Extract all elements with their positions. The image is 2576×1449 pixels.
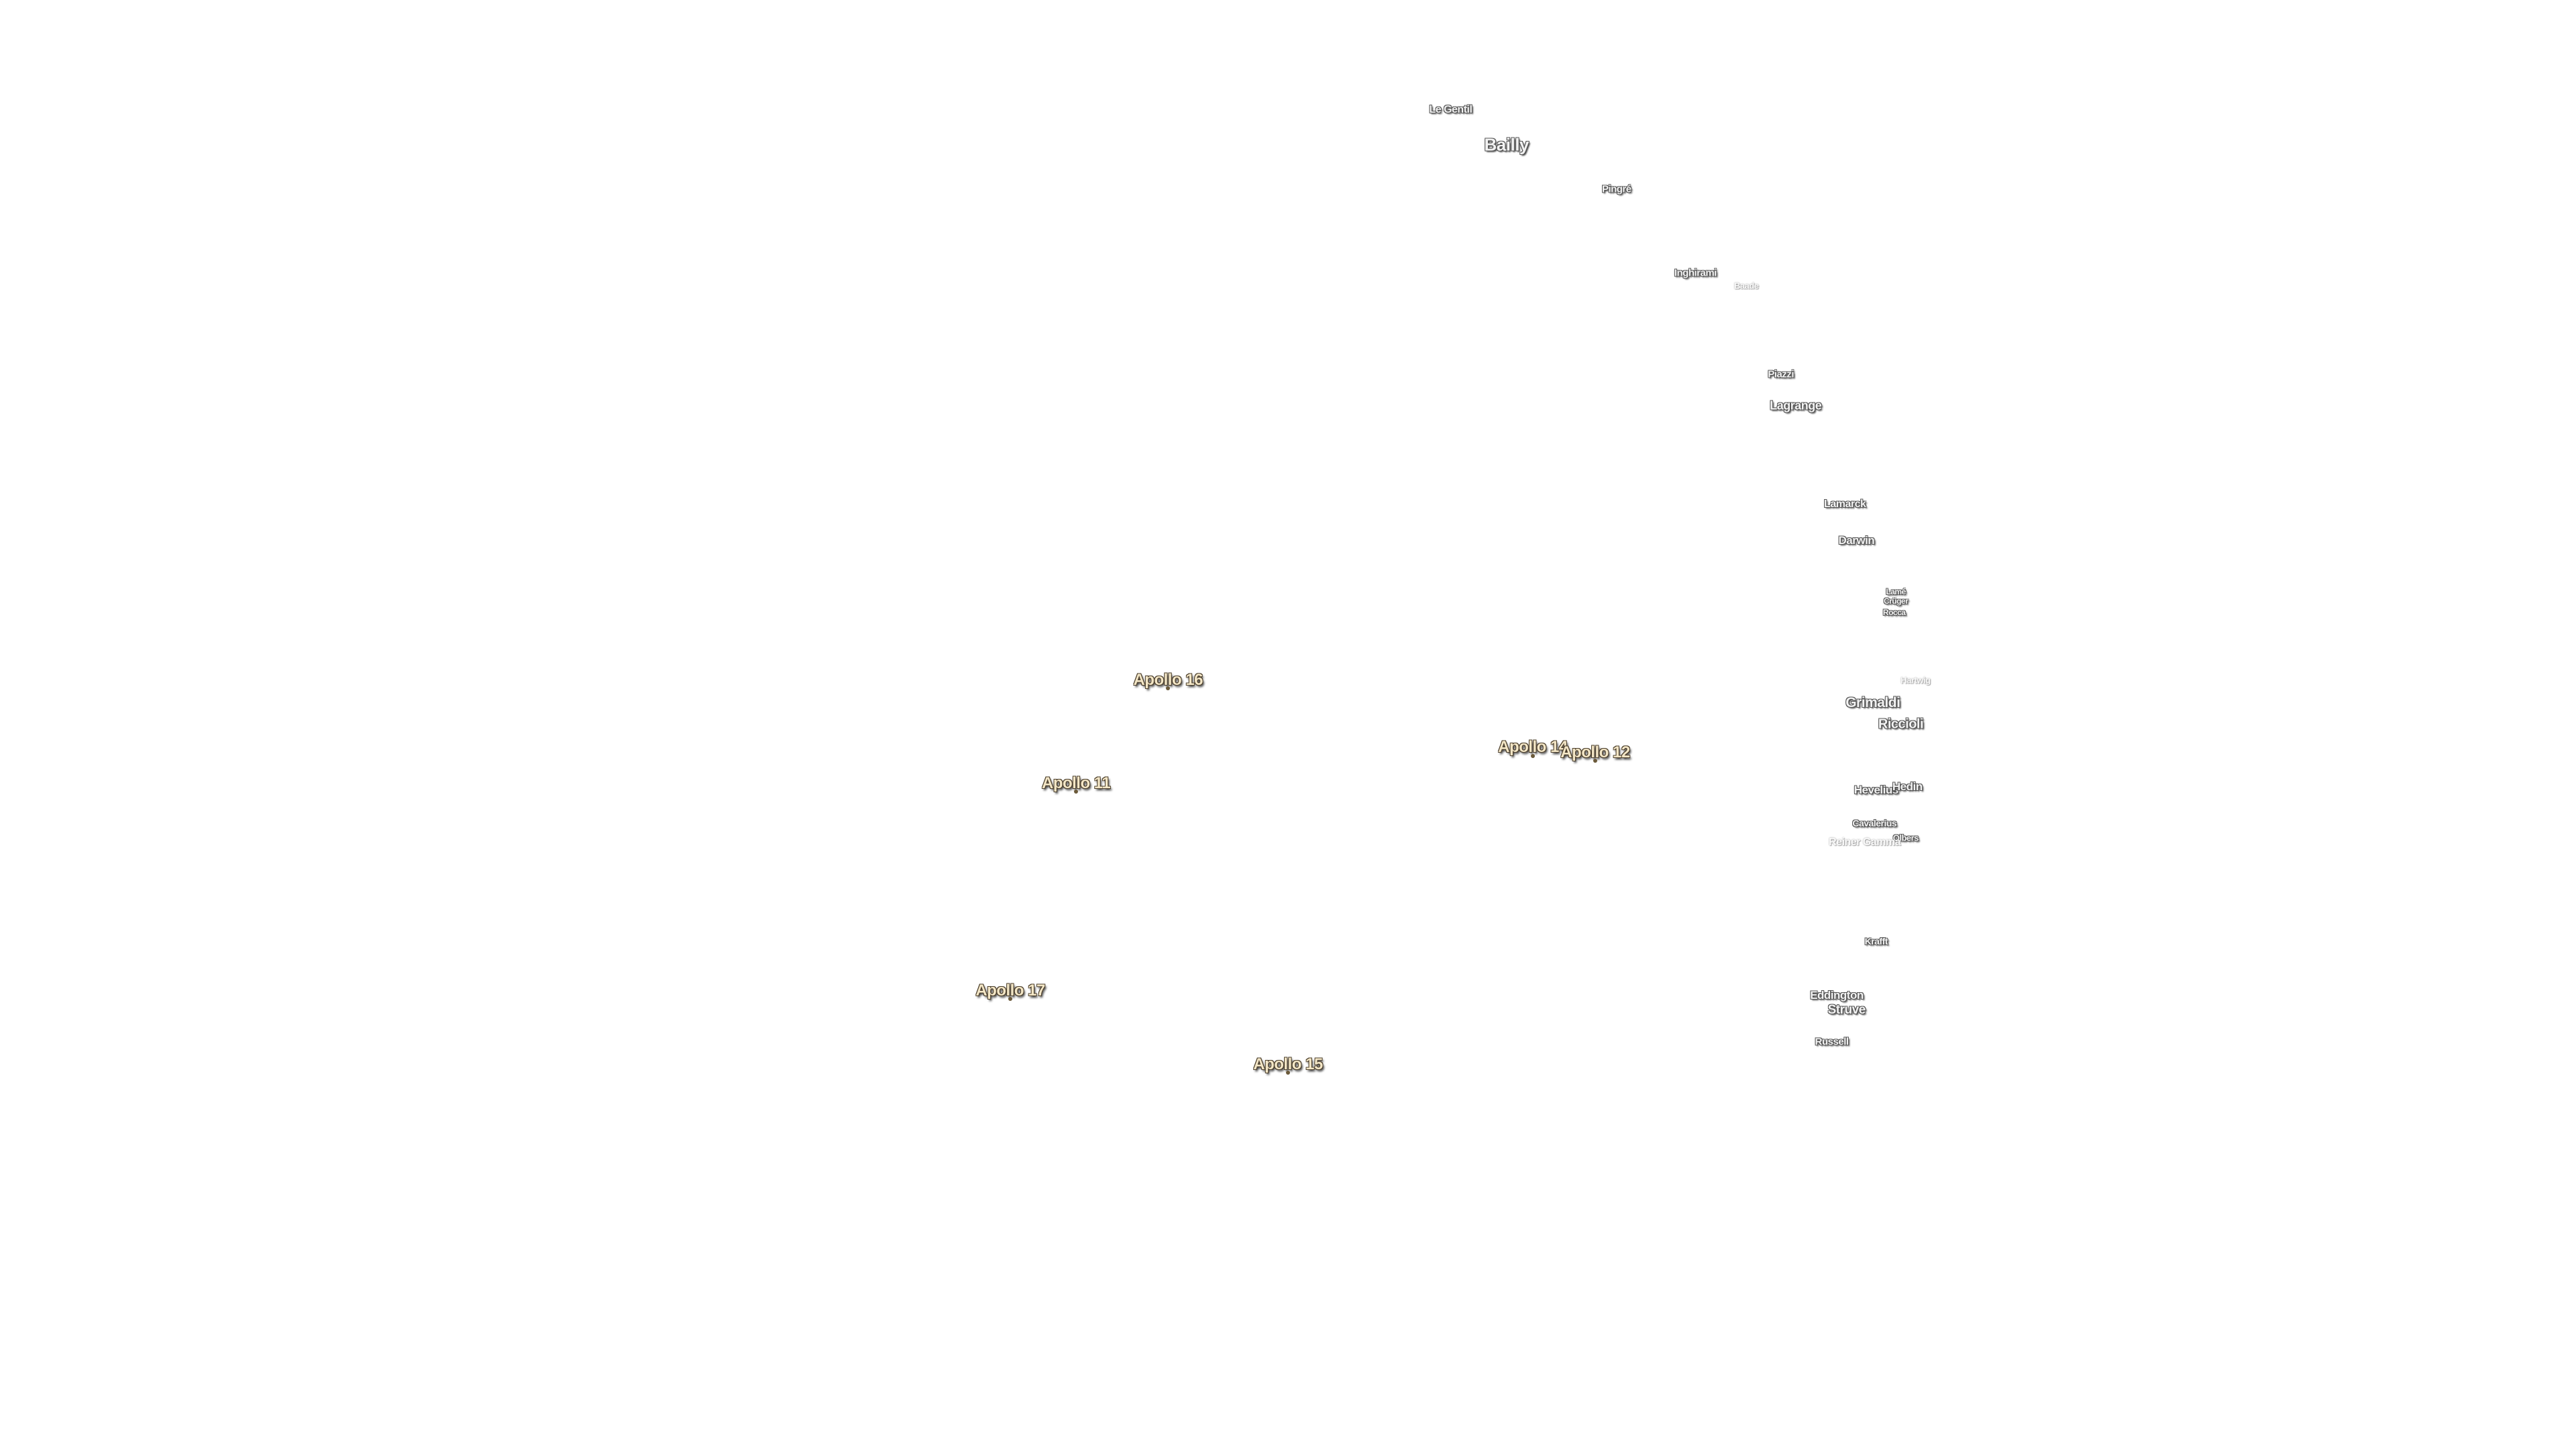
feature-label: Lamé xyxy=(1886,586,1906,596)
feature-label: Bailly xyxy=(1484,134,1529,154)
feature-label: Reiner Gamma xyxy=(1829,837,1901,849)
feature-label: Rocca xyxy=(1882,608,1906,618)
landing-site-marker xyxy=(1530,753,1535,758)
feature-label: Olbers xyxy=(1892,833,1919,843)
landing-site-label: Apollo 11 xyxy=(1041,774,1111,793)
feature-label: Pingré xyxy=(1601,183,1631,195)
feature-label: Le Gentil xyxy=(1429,104,1472,116)
landing-site-marker xyxy=(1074,790,1079,794)
feature-label: Piazzi xyxy=(1768,368,1794,380)
feature-label: Struve xyxy=(1827,1003,1866,1018)
feature-label: Hedin xyxy=(1892,780,1923,794)
feature-label: Baade xyxy=(1733,280,1759,291)
landing-site-label: Apollo 15 xyxy=(1253,1055,1323,1073)
feature-label: Grimaldi xyxy=(1845,695,1900,711)
feature-label: Lagrange xyxy=(1770,398,1822,413)
landing-site-label: Apollo 12 xyxy=(1560,743,1630,761)
feature-label: Darwin xyxy=(1838,533,1875,547)
feature-label: Crüger xyxy=(1883,596,1909,606)
landing-site-marker xyxy=(1286,1071,1290,1075)
feature-label: Inghirami xyxy=(1674,267,1717,279)
feature-label: Russell xyxy=(1815,1036,1849,1048)
landing-site-marker xyxy=(1166,686,1171,691)
feature-label: Hevelius xyxy=(1854,783,1898,796)
landing-site-marker xyxy=(1008,996,1013,1001)
landing-site-label: Apollo 14 xyxy=(1498,738,1568,757)
feature-label: Lamarck xyxy=(1824,498,1866,510)
feature-label: Cavalerius xyxy=(1852,817,1897,828)
feature-label: Eddington xyxy=(1810,989,1864,1002)
feature-label: Krafft xyxy=(1864,936,1888,947)
landing-site-label: Apollo 17 xyxy=(975,981,1045,1000)
landing-site-marker xyxy=(1593,758,1597,763)
feature-label: Riccioli xyxy=(1878,716,1924,732)
landing-site-label: Apollo 16 xyxy=(1133,670,1203,689)
feature-label: Hartwig xyxy=(1900,675,1931,686)
